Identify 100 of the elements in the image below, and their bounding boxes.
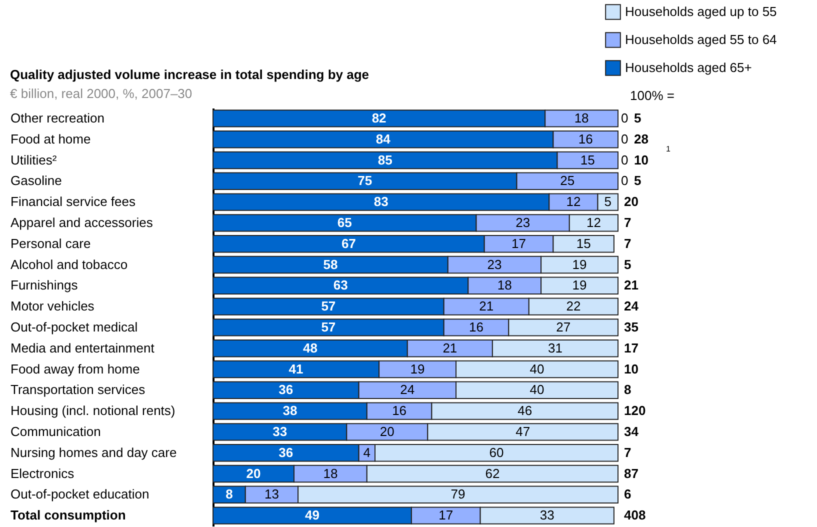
data-label: 25 — [560, 173, 575, 188]
y-tick-label: Food at home — [10, 131, 91, 146]
data-label: 22 — [566, 298, 581, 314]
text: 7 — [624, 214, 632, 230]
data-label: 20 — [246, 466, 261, 481]
data-label: 79 — [450, 486, 466, 502]
data-label: 16 — [578, 131, 593, 146]
data-label: 46 — [518, 403, 532, 418]
text: 20 — [624, 194, 638, 210]
y-tick-label: Other recreation — [10, 110, 104, 126]
data-label: 19 — [572, 256, 587, 272]
text: 87 — [624, 466, 638, 481]
y-tick-label: Transportation services — [10, 382, 146, 398]
text: 24 — [624, 298, 640, 314]
y-tick-label: Electronics — [10, 466, 75, 481]
y-tick-label: Food away from home — [10, 361, 140, 376]
text: 21 — [624, 278, 638, 293]
y-tick-label: Gasoline — [10, 173, 62, 188]
data-label: 33 — [272, 424, 288, 439]
text: 5 — [634, 173, 642, 188]
data-label: 19 — [572, 278, 587, 293]
y-tick-label: Apparel and accessories — [10, 214, 154, 230]
y-tick-label: Nursing homes and day care — [10, 444, 177, 460]
data-label: 36 — [278, 444, 294, 460]
data-label: 63 — [333, 278, 348, 293]
data-label: 60 — [489, 444, 504, 460]
y-tick-label: Furnishings — [10, 278, 78, 293]
y-tick-label: Personal care — [10, 236, 91, 251]
data-label: 17 — [512, 236, 526, 251]
y-tick-label: Out-of-pocket medical — [10, 319, 138, 334]
data-label: 4 — [363, 444, 371, 460]
text: 408 — [624, 508, 646, 523]
data-label: 0 — [621, 152, 628, 168]
data-label: 33 — [540, 508, 554, 523]
y-tick-label: Alcohol and tobacco — [10, 256, 128, 272]
data-label: 8 — [226, 486, 233, 502]
data-label: 49 — [304, 508, 320, 523]
text: 34 — [624, 424, 640, 439]
data-label: 18 — [497, 278, 512, 293]
text: 10 — [624, 361, 638, 376]
data-label: 17 — [438, 508, 454, 523]
y-tick-label: Out-of-pocket education — [10, 486, 150, 502]
text: 7 — [624, 236, 632, 251]
data-label: 57 — [321, 319, 336, 334]
data-label: 15 — [576, 236, 591, 251]
data-label: 82 — [372, 110, 386, 126]
data-label: 48 — [302, 340, 318, 356]
data-label: 5 — [604, 194, 612, 210]
legend-label: Households aged 65+ — [625, 60, 752, 75]
y-tick-label: Media and entertainment — [10, 340, 155, 356]
data-label: 18 — [323, 466, 338, 481]
text: 35 — [624, 319, 638, 334]
data-label: 83 — [374, 194, 388, 210]
data-label: 20 — [380, 424, 394, 439]
text: 1 — [666, 144, 671, 154]
data-label: 13 — [264, 486, 279, 502]
data-label: 38 — [282, 403, 298, 418]
text: 100% = — [630, 88, 674, 103]
text: 28 — [634, 131, 648, 146]
data-label: 21 — [442, 340, 458, 356]
data-label: 19 — [410, 361, 425, 376]
text: 7 — [624, 444, 632, 460]
data-label: 12 — [586, 214, 601, 230]
data-label: 12 — [566, 194, 581, 210]
chart-title: Quality adjusted volume increase in total spending by age — [10, 67, 370, 82]
text: 5 — [634, 110, 642, 126]
data-label: 40 — [530, 382, 544, 398]
data-label: 85 — [378, 152, 392, 168]
text: 17 — [624, 340, 638, 356]
y-tick-label: Housing (incl. notional rents) — [10, 403, 176, 418]
text: € billion, real 2000, %, 2007–30 — [10, 86, 192, 101]
data-label: 36 — [278, 382, 294, 398]
data-label: 15 — [580, 152, 595, 168]
data-label: 27 — [556, 319, 571, 334]
data-label: 16 — [392, 403, 407, 418]
text: 10 — [634, 152, 648, 168]
data-label: 40 — [530, 361, 544, 376]
data-label: 0 — [621, 173, 628, 188]
data-label: 58 — [323, 256, 338, 272]
data-label: 16 — [469, 319, 484, 334]
data-label: 31 — [548, 340, 562, 356]
y-tick-label: Total consumption — [10, 508, 126, 523]
y-tick-label: Financial service fees — [10, 194, 136, 210]
y-tick-label: Utilities² — [10, 152, 58, 168]
data-label: 75 — [358, 173, 372, 188]
data-label: 84 — [376, 131, 392, 146]
data-label: 24 — [400, 382, 415, 398]
legend-label: Households aged 55 to 64 — [625, 32, 777, 47]
data-label: 47 — [516, 424, 530, 439]
data-label: 23 — [487, 256, 502, 272]
y-tick-label: Motor vehicles — [10, 298, 95, 314]
text: 8 — [624, 382, 632, 398]
data-label: 62 — [485, 466, 500, 481]
text: 120 — [624, 403, 646, 418]
data-label: 0 — [621, 110, 628, 126]
data-label: 65 — [337, 214, 352, 230]
y-tick-label: Communication — [10, 424, 101, 439]
text: 6 — [624, 486, 632, 502]
text: 5 — [624, 256, 632, 272]
data-label: 18 — [574, 110, 589, 126]
